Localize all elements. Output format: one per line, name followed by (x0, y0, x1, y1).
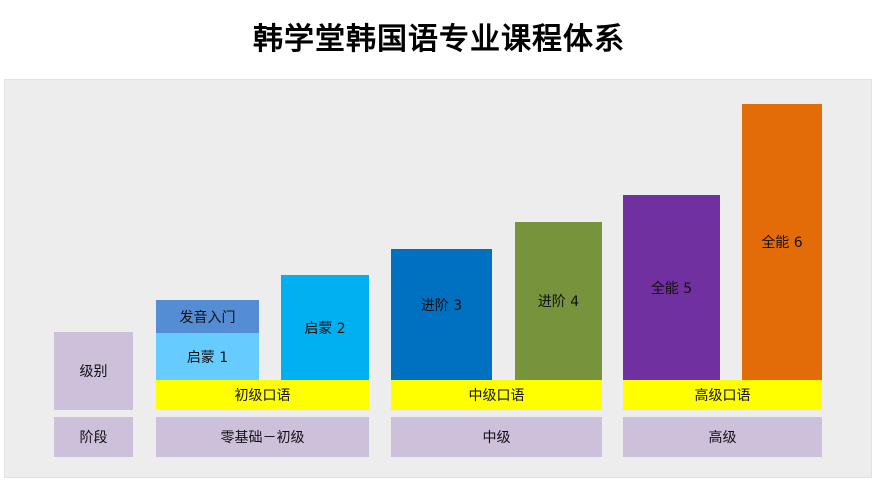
oral-band-beginner: 初级口语 (156, 380, 369, 410)
stage-intermediate: 中级 (391, 417, 602, 457)
stage-advanced: 高级 (623, 417, 822, 457)
oral-band-advanced: 高级口语 (623, 380, 822, 410)
page-title: 韩学堂韩国语专业课程体系 (253, 22, 625, 57)
block-jinjie-3: 进阶 3 (391, 249, 492, 380)
block-jinjie-4: 进阶 4 (515, 222, 602, 380)
block-quanneng-6: 全能 6 (742, 104, 822, 380)
block-qimeng-2: 启蒙 2 (281, 275, 369, 380)
block-pronunciation: 发音入门 (156, 300, 259, 333)
oral-band-intermediate: 中级口语 (391, 380, 602, 410)
level-row-label: 级别 (54, 332, 133, 410)
stage-row-label: 阶段 (54, 417, 133, 457)
block-quanneng-5: 全能 5 (623, 195, 720, 380)
block-qimeng-1: 启蒙 1 (156, 333, 259, 380)
stage-beginner: 零基础－初级 (156, 417, 369, 457)
